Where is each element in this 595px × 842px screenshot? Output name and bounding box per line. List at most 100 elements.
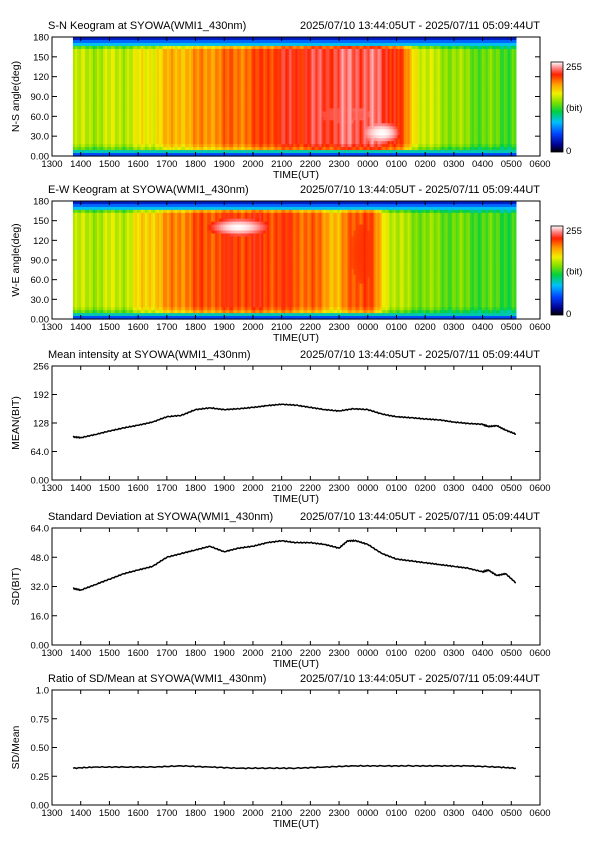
x-tick-label: 2300 bbox=[328, 648, 349, 659]
y-tick-label: 64.0 bbox=[31, 524, 50, 535]
x-tick-label: 1600 bbox=[128, 159, 149, 170]
y-tick-label: 150 bbox=[33, 52, 49, 63]
y-tick-label: 0.25 bbox=[31, 772, 50, 783]
y-tick-label: 150 bbox=[33, 216, 49, 227]
x-tick-label: 1600 bbox=[128, 322, 149, 333]
panel-title: Ratio of SD/Mean at SYOWA(WMI1_430nm) bbox=[48, 673, 266, 685]
x-tick-label: 1500 bbox=[99, 648, 120, 659]
x-axis-label: TIME(UT) bbox=[273, 332, 319, 344]
x-tick-label: 2000 bbox=[242, 159, 263, 170]
x-tick-label: 0100 bbox=[386, 648, 407, 659]
series-line-0 bbox=[72, 403, 516, 439]
x-axis-label: TIME(UT) bbox=[273, 169, 319, 181]
y-tick-label: 180 bbox=[33, 197, 49, 208]
x-tick-label: 1600 bbox=[128, 648, 149, 659]
x-tick-label: 0000 bbox=[357, 483, 378, 494]
y-tick-label: 48.0 bbox=[31, 553, 50, 564]
panel-title: S-N Keogram at SYOWA(WMI1_430nm) bbox=[48, 20, 246, 32]
x-tick-label: 0500 bbox=[501, 483, 522, 494]
y-tick-label: 30.0 bbox=[31, 295, 50, 306]
x-tick-label: 0100 bbox=[386, 808, 407, 819]
x-tick-label: 1800 bbox=[185, 648, 206, 659]
x-tick-label: 2200 bbox=[300, 322, 321, 333]
x-tick-label: 1800 bbox=[185, 808, 206, 819]
panel-4: Ratio of SD/Mean at SYOWA(WMI1_430nm) 202… bbox=[10, 673, 551, 830]
x-tick-label: 2000 bbox=[242, 322, 263, 333]
y-tick-label: 1.0 bbox=[36, 686, 49, 697]
x-tick-label: 1500 bbox=[99, 159, 120, 170]
x-tick-label: 0600 bbox=[529, 159, 550, 170]
x-tick-label: 1700 bbox=[156, 648, 177, 659]
colorbar-min-label: 0 bbox=[566, 309, 571, 320]
x-tick-label: 0200 bbox=[415, 808, 436, 819]
y-tick-label: 60.0 bbox=[31, 112, 50, 123]
panel-time-range: 2025/07/10 13:44:05UT - 2025/07/11 05:09… bbox=[300, 673, 540, 685]
x-tick-label: 1500 bbox=[99, 483, 120, 494]
x-tick-label: 0600 bbox=[529, 483, 550, 494]
x-tick-label: 0600 bbox=[529, 648, 550, 659]
panel-time-range: 2025/07/10 13:44:05UT - 2025/07/11 05:09… bbox=[300, 349, 540, 361]
x-axis-label: TIME(UT) bbox=[273, 493, 319, 505]
x-tick-label: 0200 bbox=[415, 322, 436, 333]
x-tick-label: 1400 bbox=[70, 322, 91, 333]
y-tick-label: 0.00 bbox=[31, 641, 50, 652]
keogram-image bbox=[72, 37, 517, 157]
x-tick-label: 2100 bbox=[271, 483, 292, 494]
x-tick-label: 0400 bbox=[472, 648, 493, 659]
x-tick-label: 2200 bbox=[300, 483, 321, 494]
y-axis-label: W-E angle(deg) bbox=[10, 223, 22, 296]
y-tick-label: 30.0 bbox=[31, 132, 50, 143]
x-tick-label: 2100 bbox=[271, 808, 292, 819]
y-tick-label: 32.0 bbox=[31, 582, 50, 593]
x-tick-label: 2300 bbox=[328, 159, 349, 170]
x-tick-label: 0000 bbox=[357, 322, 378, 333]
colorbar: 255 (bit) 0 bbox=[550, 225, 582, 320]
y-tick-label: 60.0 bbox=[31, 275, 50, 286]
x-tick-label: 2000 bbox=[242, 483, 263, 494]
x-tick-label: 1600 bbox=[128, 808, 149, 819]
panel-2: Mean intensity at SYOWA(WMI1_430nm) 2025/… bbox=[10, 349, 551, 505]
x-tick-label: 1900 bbox=[214, 648, 235, 659]
y-tick-label: 0.00 bbox=[31, 152, 50, 163]
y-tick-label: 0.00 bbox=[31, 315, 50, 326]
panel-title: Mean intensity at SYOWA(WMI1_430nm) bbox=[48, 349, 251, 361]
colorbar-min-label: 0 bbox=[566, 146, 571, 157]
series-line-0 bbox=[72, 764, 517, 770]
y-tick-label: 90.0 bbox=[31, 256, 50, 267]
y-tick-label: 90.0 bbox=[31, 92, 50, 103]
x-tick-label: 1800 bbox=[185, 322, 206, 333]
panel-title: E-W Keogram at SYOWA(WMI1_430nm) bbox=[48, 184, 249, 196]
x-tick-label: 2300 bbox=[328, 483, 349, 494]
x-tick-label: 2300 bbox=[328, 322, 349, 333]
x-tick-label: 1400 bbox=[70, 483, 91, 494]
x-tick-label: 0400 bbox=[472, 808, 493, 819]
y-tick-label: 120 bbox=[33, 236, 49, 247]
y-tick-label: 120 bbox=[33, 72, 49, 83]
x-tick-label: 1900 bbox=[214, 808, 235, 819]
x-tick-label: 0500 bbox=[501, 322, 522, 333]
panel-3: Standard Deviation at SYOWA(WMI1_430nm) 2… bbox=[10, 511, 551, 670]
x-tick-label: 1500 bbox=[99, 322, 120, 333]
x-tick-label: 0100 bbox=[386, 159, 407, 170]
x-tick-label: 1300 bbox=[41, 648, 62, 659]
x-tick-label: 2200 bbox=[300, 808, 321, 819]
keogram-image bbox=[72, 201, 517, 320]
colorbar: 255 (bit) 0 bbox=[550, 61, 582, 157]
x-tick-label: 1300 bbox=[41, 808, 62, 819]
panel-0: S-N Keogram at SYOWA(WMI1_430nm) 2025/07/… bbox=[10, 20, 582, 181]
x-tick-label: 0200 bbox=[415, 648, 436, 659]
y-axis-label: SD(BIT) bbox=[10, 568, 22, 606]
y-tick-label: 0.75 bbox=[31, 714, 50, 725]
colorbar-unit-label: (bit) bbox=[566, 103, 582, 114]
y-tick-label: 180 bbox=[33, 33, 49, 44]
x-tick-label: 1900 bbox=[214, 322, 235, 333]
y-axis-label: SD/Mean bbox=[10, 725, 22, 769]
plot-frame bbox=[51, 527, 541, 646]
x-tick-label: 0200 bbox=[415, 159, 436, 170]
x-tick-label: 2200 bbox=[300, 159, 321, 170]
y-tick-label: 256 bbox=[33, 362, 49, 373]
x-tick-label: 2000 bbox=[242, 648, 263, 659]
x-tick-label: 0000 bbox=[357, 648, 378, 659]
x-tick-label: 0500 bbox=[501, 648, 522, 659]
x-tick-label: 0100 bbox=[386, 483, 407, 494]
